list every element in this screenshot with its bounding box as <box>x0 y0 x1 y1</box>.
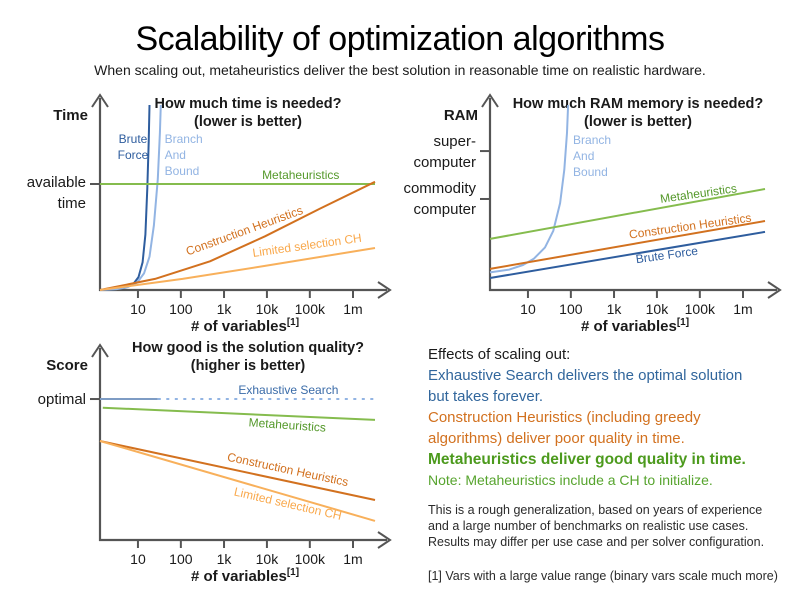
time-x-tick-100: 100 <box>169 301 193 317</box>
label-brute-force: Brute Force <box>635 244 699 267</box>
ram-x-tick-10k: 10k <box>646 301 670 317</box>
ram-x-tick-100: 100 <box>559 301 583 317</box>
note-line: Note: Metaheuristics include a CH to ini… <box>428 472 713 488</box>
score-y-axis-title: Score <box>46 357 88 374</box>
score-x-axis-title: # of variables[1] <box>191 567 299 585</box>
series-construction-heuristics <box>489 220 766 270</box>
subtitle: When scaling out, metaheuristics deliver… <box>94 62 706 78</box>
series-limited-selection-ch <box>99 247 376 291</box>
effects-heading: Effects of scaling out: <box>428 346 571 363</box>
series-metaheuristics <box>489 188 766 240</box>
series-branch-and-bound <box>489 104 570 274</box>
series-limited-selection-ch <box>99 440 376 522</box>
series-metaheuristics <box>102 406 376 421</box>
footnote-line: [1] Vars with a large value range (binar… <box>428 569 778 583</box>
label-branch-and-bound: Branch And Bound <box>165 132 203 178</box>
time-x-tick-1m: 1m <box>343 301 362 317</box>
score-x-tick-100: 100 <box>169 551 193 567</box>
ram-x-tick-10: 10 <box>520 301 536 317</box>
score-x-tick-100k: 100k <box>295 551 326 567</box>
time-x-tick-10k: 10k <box>256 301 280 317</box>
metaheuristics-line: Metaheuristics deliver good quality in t… <box>428 451 746 468</box>
score-y-tick-optimal: optimal <box>38 391 86 408</box>
generalization-line-2: and a large number of benchmarks on real… <box>428 519 749 533</box>
generalization-line-3: Results may differ per use case and per … <box>428 535 765 549</box>
main-title: Scalability of optimization algorithms <box>135 20 665 58</box>
construction-line-2: algorithms) deliver poor quality in time… <box>428 430 685 447</box>
score-x-tick-10k: 10k <box>256 551 280 567</box>
exhaustive-line-1: Exhaustive Search delivers the optimal s… <box>428 367 743 384</box>
time-chart: How much time is needed? (lower is better… <box>27 93 392 335</box>
series-branch-and-bound <box>99 104 162 291</box>
ram-x-tick-100k: 100k <box>685 301 716 317</box>
time-x-tick-1k: 1k <box>217 301 233 317</box>
label-metaheuristics: Metaheuristics <box>659 181 738 206</box>
ram-y-tick-super-computer: super-computer <box>413 133 476 171</box>
label-metaheuristics: Metaheuristics <box>248 415 326 434</box>
time-y-tick-available-time: available time <box>27 174 86 212</box>
series-construction-heuristics <box>99 440 376 501</box>
time-y-axis-title: Time <box>53 107 88 124</box>
label-branch-and-bound: Branch And Bound <box>573 133 611 179</box>
ram-chart: How much RAM memory is needed? (lower is … <box>403 93 782 335</box>
series-brute-force <box>489 230 766 279</box>
ram-y-tick-commodity-computer: commodity computer <box>403 180 476 218</box>
ram-x-tick-1k: 1k <box>607 301 623 317</box>
time-title: How much time is needed? (lower is better… <box>155 96 342 130</box>
score-title: How good is the solution quality? (higher… <box>132 340 364 374</box>
score-x-tick-1m: 1m <box>343 551 362 567</box>
exhaustive-line-2: but takes forever. <box>428 388 544 405</box>
ram-x-axis-title: # of variables[1] <box>581 317 689 335</box>
label-brute-force: Brute Force <box>118 132 149 162</box>
label-exhaustive-search: Exhaustive Search <box>238 383 338 397</box>
series-construction-heuristics <box>99 180 376 291</box>
label-metaheuristics: Metaheuristics <box>262 168 339 182</box>
ram-x-tick-1m: 1m <box>733 301 752 317</box>
ram-y-axis-title: RAM <box>444 107 478 124</box>
time-x-tick-10: 10 <box>130 301 146 317</box>
score-chart: How good is the solution quality? (higher… <box>38 340 392 585</box>
generalization-line-1: This is a rough generalization, based on… <box>428 503 763 517</box>
construction-line-1: Construction Heuristics (including greed… <box>428 409 701 426</box>
time-x-tick-100k: 100k <box>295 301 326 317</box>
ram-title: How much RAM memory is needed? (lower is … <box>513 96 764 130</box>
score-x-tick-10: 10 <box>130 551 146 567</box>
time-x-axis-title: # of variables[1] <box>191 317 299 335</box>
effects-panel: Effects of scaling out: Exhaustive Search… <box>428 344 793 584</box>
score-x-tick-1k: 1k <box>217 551 233 567</box>
